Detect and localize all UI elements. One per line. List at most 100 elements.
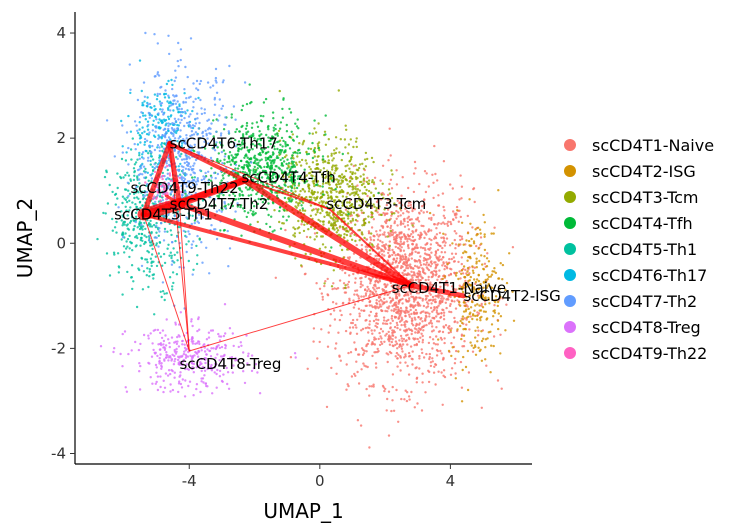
point bbox=[183, 88, 186, 91]
point bbox=[155, 125, 158, 128]
point bbox=[456, 299, 459, 302]
point bbox=[418, 182, 421, 186]
point bbox=[267, 202, 270, 205]
point bbox=[234, 167, 237, 170]
point bbox=[291, 138, 295, 141]
point bbox=[387, 337, 391, 340]
point bbox=[443, 275, 446, 278]
point bbox=[311, 177, 314, 180]
point bbox=[221, 104, 225, 108]
point bbox=[169, 109, 172, 112]
point bbox=[160, 295, 163, 299]
point bbox=[228, 327, 232, 330]
point bbox=[508, 252, 511, 255]
point bbox=[337, 182, 341, 186]
point bbox=[396, 357, 399, 360]
point bbox=[356, 193, 360, 197]
point bbox=[462, 265, 466, 268]
point bbox=[479, 236, 483, 239]
point bbox=[459, 304, 462, 307]
point bbox=[484, 358, 487, 361]
point bbox=[429, 265, 432, 268]
point bbox=[274, 127, 277, 131]
point bbox=[331, 301, 335, 304]
point bbox=[429, 255, 432, 259]
point bbox=[162, 128, 165, 132]
point bbox=[407, 246, 410, 250]
point bbox=[376, 247, 379, 250]
point bbox=[410, 278, 413, 281]
point bbox=[493, 226, 496, 229]
point bbox=[471, 317, 474, 321]
point bbox=[258, 164, 261, 168]
point bbox=[389, 224, 393, 228]
point bbox=[432, 371, 436, 374]
point bbox=[163, 298, 166, 302]
point bbox=[292, 151, 295, 154]
point bbox=[284, 142, 287, 146]
point bbox=[156, 375, 160, 378]
point bbox=[372, 383, 375, 386]
point bbox=[179, 311, 182, 314]
point bbox=[377, 306, 380, 310]
point bbox=[425, 210, 429, 214]
point bbox=[152, 260, 155, 263]
point bbox=[166, 168, 169, 172]
point bbox=[268, 159, 272, 162]
point bbox=[337, 89, 340, 92]
point bbox=[121, 124, 124, 127]
point bbox=[274, 133, 277, 136]
point bbox=[425, 172, 428, 175]
point bbox=[499, 352, 502, 355]
point bbox=[333, 287, 336, 290]
point bbox=[371, 291, 374, 294]
point bbox=[334, 199, 337, 202]
point bbox=[381, 241, 384, 244]
point bbox=[471, 313, 475, 316]
point bbox=[416, 246, 419, 249]
point bbox=[378, 296, 382, 299]
point bbox=[160, 85, 163, 89]
point bbox=[414, 250, 417, 253]
point bbox=[425, 306, 428, 309]
point bbox=[327, 182, 330, 185]
point bbox=[380, 193, 383, 196]
point bbox=[162, 112, 165, 115]
point bbox=[400, 194, 403, 197]
point bbox=[359, 424, 363, 427]
point bbox=[158, 357, 161, 360]
point bbox=[435, 227, 438, 230]
point bbox=[148, 144, 151, 148]
point bbox=[113, 193, 117, 196]
point bbox=[154, 352, 157, 355]
point bbox=[501, 278, 504, 281]
point bbox=[406, 220, 410, 224]
point bbox=[318, 340, 321, 344]
point bbox=[457, 260, 460, 264]
point bbox=[290, 178, 293, 182]
point bbox=[434, 363, 437, 366]
point bbox=[132, 178, 136, 182]
point bbox=[344, 124, 347, 127]
point bbox=[232, 105, 236, 108]
point bbox=[158, 159, 161, 162]
point bbox=[493, 267, 496, 270]
point bbox=[139, 236, 143, 240]
point bbox=[460, 262, 463, 266]
point bbox=[460, 197, 463, 200]
point bbox=[440, 236, 443, 239]
point bbox=[337, 204, 340, 207]
point bbox=[142, 270, 146, 273]
point bbox=[430, 302, 433, 305]
point bbox=[438, 269, 441, 272]
point bbox=[213, 113, 216, 117]
point bbox=[144, 118, 147, 121]
point bbox=[422, 304, 426, 308]
point bbox=[394, 254, 397, 257]
point bbox=[354, 374, 357, 377]
point bbox=[343, 286, 347, 290]
point bbox=[441, 277, 444, 281]
point bbox=[246, 188, 249, 191]
point bbox=[314, 131, 318, 134]
point bbox=[124, 232, 127, 235]
